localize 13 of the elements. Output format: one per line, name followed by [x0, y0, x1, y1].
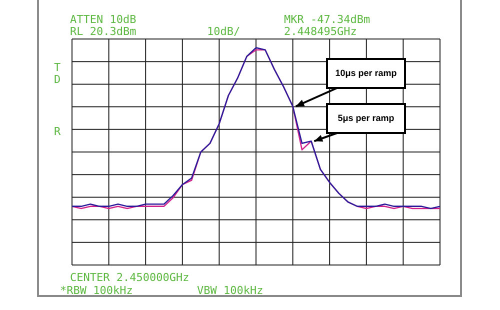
annotation: 10μs per ramp — [335, 68, 398, 78]
annotation: 5μs per ramp — [338, 112, 395, 123]
text: R — [54, 124, 61, 138]
text: VBW 100kHz — [197, 284, 264, 297]
text: ATTEN 10dB — [70, 12, 137, 26]
text: CENTER 2.450000GHz — [70, 270, 190, 284]
text: RL 20.3dBm — [70, 24, 137, 38]
text: *RBW 100kHz — [60, 284, 133, 297]
text: 2.448495GHz — [284, 24, 357, 38]
text: MKR -47.34dBm — [284, 12, 370, 26]
text: T — [54, 60, 61, 74]
text: D — [54, 72, 61, 86]
text: 10dB/ — [207, 24, 240, 38]
